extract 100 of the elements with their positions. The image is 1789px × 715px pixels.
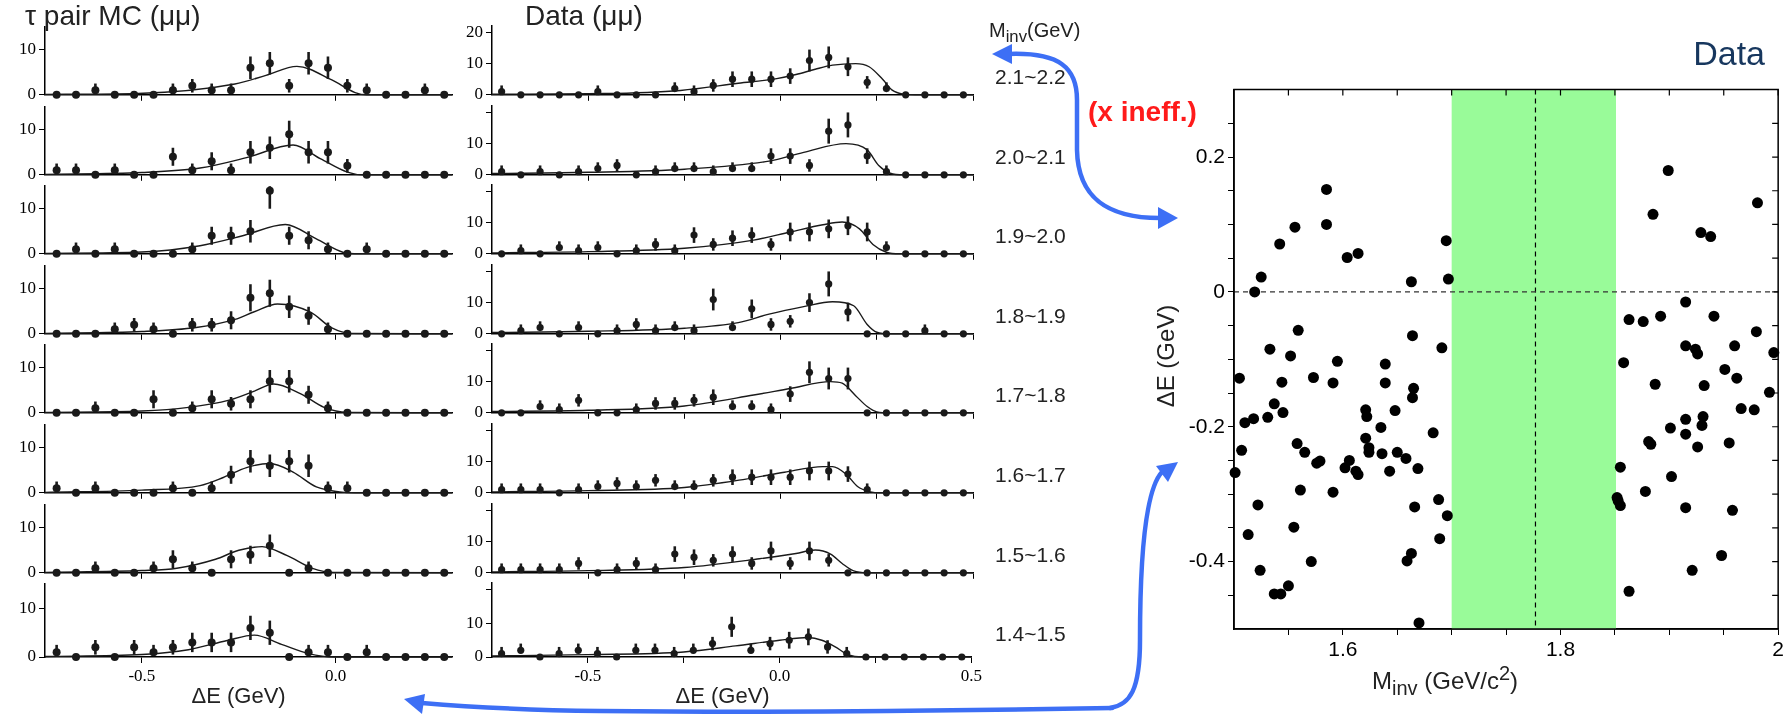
point [498,250,506,258]
point [72,488,81,497]
point [382,409,391,418]
point [401,568,410,577]
point [863,568,871,576]
y-tick-label: 10 [466,291,483,311]
y-tick-label: 0 [27,646,36,666]
x-tick-label: -0.5 [128,665,156,685]
text: 1.7~1.8 [995,383,1066,407]
point [52,329,61,338]
y-tick-label: 10 [466,613,483,633]
point [902,250,910,258]
point [939,653,947,661]
point [401,90,410,99]
point [362,568,371,577]
point [343,568,352,577]
y-tick-label: 10 [466,530,483,550]
y-tick-label: 0 [474,323,483,343]
point [420,568,429,577]
point [323,245,332,254]
y-tick-label: 0 [474,402,483,422]
point [401,329,410,338]
point [940,170,948,178]
x-tick-label: 2 [1772,637,1784,661]
y-tick-label: 0 [474,482,483,502]
point [613,653,621,661]
point [130,90,139,99]
y-tick-label: 20 [466,21,483,41]
point [536,653,544,661]
y-tick-label: 0 [27,323,36,343]
point [900,653,908,661]
point [632,170,640,178]
point [959,489,967,497]
point [613,250,621,258]
point [72,568,81,577]
point [555,489,563,497]
point [285,568,294,577]
x-tick-label: 1.8 [1545,637,1576,661]
y-tick-label: 0 [27,402,36,422]
y-tick-label: 10 [19,437,36,457]
point [440,90,449,99]
point [921,91,929,99]
y-tick-label: 10 [19,278,36,297]
point [613,91,621,99]
point [72,653,81,662]
y-tick-label: 10 [19,39,36,59]
point [382,568,391,577]
point [72,329,81,338]
y-tick-label: 0 [474,84,483,104]
text: 1.6~1.7 [995,463,1066,486]
point [323,325,332,334]
point [555,91,563,99]
point [323,484,332,493]
point [921,250,929,258]
point [401,249,410,258]
text: 1.5~1.6 [995,542,1066,566]
point [940,568,948,576]
point [168,484,177,493]
point [52,409,61,418]
point [940,250,948,258]
point [440,568,449,577]
point [420,488,429,497]
point [498,330,506,338]
chart-title: Data (μμ) [525,0,643,31]
point [72,165,81,174]
x-axis-title: ΔE (GeV) [191,683,286,709]
x-tick-label: 0.0 [769,665,791,685]
x-tick-label: 0.5 [960,665,982,685]
point [440,329,449,338]
point [362,170,371,179]
x-tick-label: -0.5 [574,665,602,685]
x-axis-title: M$_{inv}$ (GeV/c$^{2}$) [1372,662,1519,699]
point [940,91,948,99]
y-tick-label: -0.2 [1188,413,1225,437]
point [959,330,967,338]
point [110,409,119,418]
point [343,653,352,662]
point [420,249,429,258]
chart-title: τ pair MC (μμ) [25,0,201,31]
point [110,653,119,662]
point [863,330,871,338]
y-tick-label: 10 [19,357,36,377]
text: M$_{inv}$(GeV) [989,19,1081,46]
point [574,91,583,99]
y-tick-label: 0 [27,163,36,183]
point [382,488,391,497]
y-tick-label: 0 [474,646,483,666]
y-tick-label: 10 [466,53,483,73]
point [382,90,391,99]
y-tick-label: 0 [27,243,36,263]
point [362,409,371,418]
point [130,249,139,258]
point [902,568,910,576]
point [149,488,158,497]
y-tick-label: 0.2 [1195,143,1225,167]
point [401,488,410,497]
point [536,91,544,99]
point [420,170,429,179]
point [382,249,391,258]
point [959,250,967,258]
